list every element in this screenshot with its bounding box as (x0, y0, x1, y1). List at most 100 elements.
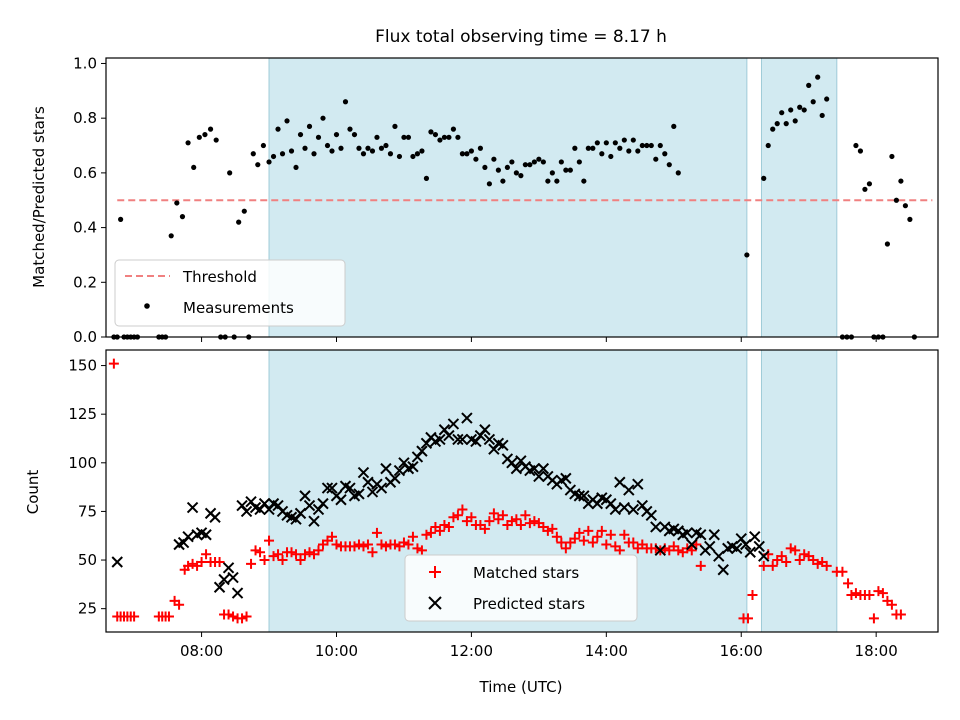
matched-stars-point-94 (542, 525, 553, 536)
predicted-stars-point-120 (708, 529, 720, 541)
measurements-point-106 (608, 153, 614, 160)
measurements-point-137 (824, 96, 830, 102)
predicted-stars-point-50 (393, 464, 406, 477)
predicted-stars-point-29 (299, 490, 311, 502)
x-tick-label-2: 12:00 (450, 642, 493, 660)
matched-stars-point-51 (349, 541, 360, 552)
predicted-stars-point-55 (416, 445, 428, 457)
matched-stars-point-80 (479, 523, 490, 534)
measurements-point-134 (810, 99, 816, 105)
measurements-point-53 (369, 148, 376, 154)
predicted-stars-point-35 (326, 482, 338, 494)
measurements-point-40 (311, 151, 317, 157)
matched-stars-point-144 (812, 558, 823, 569)
measurements-point-58 (392, 123, 398, 129)
predicted-stars-point-101 (623, 484, 635, 496)
predicted-legend-swatch (428, 596, 442, 610)
matched-stars-point-157 (877, 588, 888, 599)
measurements-point-81 (495, 167, 501, 173)
matched-stars-point-101 (574, 527, 585, 538)
measurements-point-136 (819, 112, 825, 119)
measurements-point-87 (522, 162, 528, 168)
matched-stars-point-107 (601, 539, 612, 550)
measurements-point-76 (473, 156, 479, 162)
measurements-point-19 (213, 137, 219, 143)
matched-stars-point-12 (174, 599, 185, 610)
measurements-point-98 (572, 145, 578, 151)
measurements-point-43 (324, 142, 331, 149)
top-y-axis-label: Matched/Predicted stars (30, 106, 48, 288)
measurements-point-74 (464, 151, 470, 157)
measurements-point-69 (441, 134, 448, 140)
predicted-stars-point-128 (744, 546, 756, 558)
matched-stars-point-105 (592, 531, 603, 542)
matched-stars-point-29 (250, 545, 261, 556)
predicted-stars-point-28 (294, 507, 307, 520)
measurements-point-67 (432, 131, 439, 138)
measurements-point-70 (446, 134, 452, 140)
matched-stars-point-98 (560, 543, 571, 554)
measurements-point-46 (338, 145, 344, 151)
predicted-stars-point-108 (654, 544, 666, 557)
matched-stars-point-91 (529, 516, 540, 527)
matched-stars-point-156 (873, 586, 884, 597)
matched-stars-point-137 (781, 556, 792, 567)
predicted-stars-point-47 (380, 462, 392, 475)
measurements-point-28 (255, 162, 261, 168)
bottom-y-tick-label-3: 100 (68, 454, 97, 472)
bottom-y-tick-label-5: 150 (68, 357, 97, 375)
measurements-point-128 (783, 121, 789, 127)
predicted-stars-point-125 (731, 542, 743, 555)
matched-stars-point-84 (497, 510, 508, 521)
matched-stars-point-60 (389, 539, 400, 550)
bottom-y-tick-label-2: 75 (78, 502, 97, 520)
predicted-stars-point-53 (407, 460, 419, 473)
predicted-stars-point-114 (681, 527, 693, 539)
measurements-point-88 (527, 162, 533, 168)
measurements-point-129 (788, 107, 794, 113)
matched-stars-point-81 (484, 516, 495, 527)
matched-stars-point-28 (246, 558, 257, 569)
measurements-point-47 (342, 99, 349, 105)
matched-stars-point-39 (295, 555, 306, 566)
measurements-point-143 (862, 186, 868, 192)
predicted-stars-point-80 (528, 462, 541, 475)
bottom-y-tick-label-4: 125 (68, 405, 97, 423)
measurements-point-113 (639, 142, 645, 149)
predicted-stars-point-69 (479, 424, 491, 436)
matched-stars-point-104 (587, 537, 598, 548)
predicted-stars-point-82 (537, 462, 550, 475)
measurements-point-122 (744, 252, 750, 258)
predicted-stars-point-13 (227, 571, 239, 584)
predicted-stars-point-70 (483, 433, 496, 446)
measurements-point-99 (576, 159, 582, 165)
measurements-point-16 (196, 134, 202, 140)
matched-legend-swatch (429, 566, 441, 578)
measurements-point-44 (329, 148, 335, 154)
matched-stars-point-33 (268, 551, 279, 562)
matched-stars-point-52 (353, 539, 364, 550)
measurements-point-79 (486, 181, 492, 187)
measurements-point-59 (396, 153, 403, 160)
predicted-stars-point-0 (111, 556, 123, 568)
matched-stars-point-95 (547, 523, 558, 534)
measurements-point-103 (594, 140, 600, 146)
measurements-point-148 (884, 241, 891, 247)
matched-stars-point-90 (524, 518, 535, 529)
predicted-stars-point-76 (510, 462, 523, 475)
predicted-stars-point-12 (222, 562, 235, 574)
measurements-point-107 (612, 140, 618, 146)
predicted-stars-point-39 (344, 482, 356, 494)
measurements-point-71 (450, 126, 457, 132)
matched-stars-point-89 (520, 510, 531, 521)
matched-stars-point-130 (742, 613, 753, 624)
measurements-point-73 (459, 151, 466, 157)
predicted-stars-point-103 (632, 478, 644, 490)
measurements-point-131 (797, 104, 803, 110)
measurements-point-18 (207, 126, 214, 132)
predicted-stars-point-127 (740, 538, 752, 551)
matched-stars-point-53 (358, 541, 369, 552)
measurements-point-78 (482, 164, 488, 171)
predicted-stars-point-7 (200, 529, 212, 541)
